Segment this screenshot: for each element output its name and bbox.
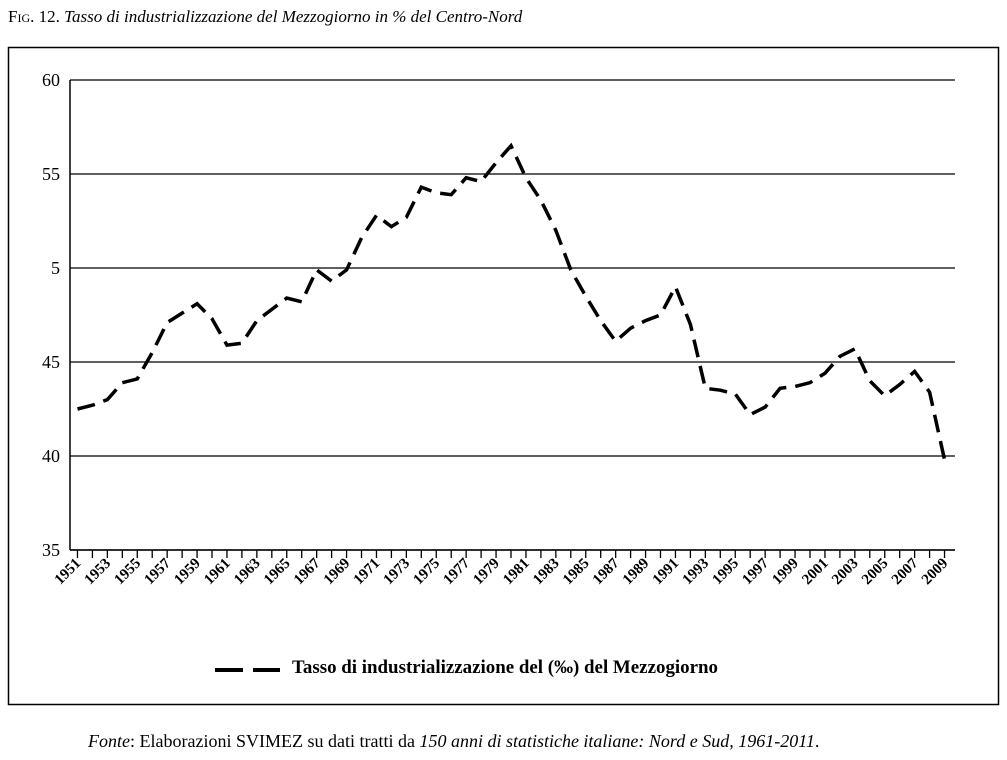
- x-tick-label: 1997: [739, 555, 772, 588]
- x-tick-label: 1955: [112, 556, 145, 589]
- data-line: [77, 142, 947, 461]
- source-note: Fonte: Elaborazioni SVIMEZ su dati tratt…: [87, 731, 819, 751]
- x-tick-label: 1971: [351, 556, 384, 589]
- x-tick-label: 1961: [201, 556, 234, 589]
- y-tick-label: 35: [42, 540, 60, 560]
- y-tick-label: 55: [42, 164, 60, 184]
- x-tick-label: 1977: [440, 555, 473, 588]
- y-tick-label: 40: [42, 446, 60, 466]
- source-label: Fonte: [87, 731, 130, 751]
- x-tick-label: 1957: [141, 555, 174, 588]
- x-tick-label: 1979: [470, 556, 503, 589]
- source-text: : Elaborazioni SVIMEZ su dati tratti da: [130, 731, 419, 751]
- x-tick-label: 1999: [769, 556, 802, 589]
- x-tick-label: 1995: [710, 556, 743, 589]
- x-tick-label: 2007: [889, 555, 922, 588]
- x-tick-label: 1951: [52, 556, 85, 589]
- frame: [7, 46, 1000, 706]
- x-tick-label: 1973: [381, 556, 414, 589]
- y-tick-label: 45: [42, 352, 60, 372]
- x-tick-label: 1959: [171, 556, 204, 589]
- x-tick-label: 1969: [321, 556, 354, 589]
- x-tick-label: 1985: [560, 556, 593, 589]
- figure-label: Fig. 12.: [8, 7, 60, 26]
- x-tick-label: 1983: [530, 556, 563, 589]
- x-tick-label: 1975: [411, 556, 444, 589]
- x-tick-label: 1993: [680, 556, 713, 589]
- x-tick-label: 1965: [261, 556, 294, 589]
- x-tick-label: 1987: [590, 555, 623, 588]
- y-tick-label: 60: [42, 70, 60, 90]
- x-tick-label: 2003: [829, 556, 862, 589]
- x-tick-label: 1963: [231, 556, 264, 589]
- chart-title: Tasso di industrializzazione del Mezzogi…: [64, 7, 523, 26]
- legend-label: Tasso di industrializzazione del (‰) del…: [292, 657, 718, 678]
- x-tick-label: 1989: [620, 556, 653, 589]
- source-end: .: [815, 731, 820, 751]
- x-tick-label: 1991: [650, 556, 683, 589]
- x-tick-label: 1953: [82, 556, 115, 589]
- x-tick-label: 1981: [500, 556, 533, 589]
- x-tick-label: 2001: [799, 556, 832, 589]
- x-tick-label: 1967: [291, 555, 324, 588]
- x-tick-label: 2005: [859, 556, 892, 589]
- chart-heading: Fig. 12. Tasso di industrializzazione de…: [8, 7, 523, 26]
- y-tick-label: 5: [51, 258, 60, 278]
- x-tick-label: 2009: [919, 556, 952, 589]
- source-title: 150 anni di statistiche italiane: Nord e…: [419, 731, 814, 751]
